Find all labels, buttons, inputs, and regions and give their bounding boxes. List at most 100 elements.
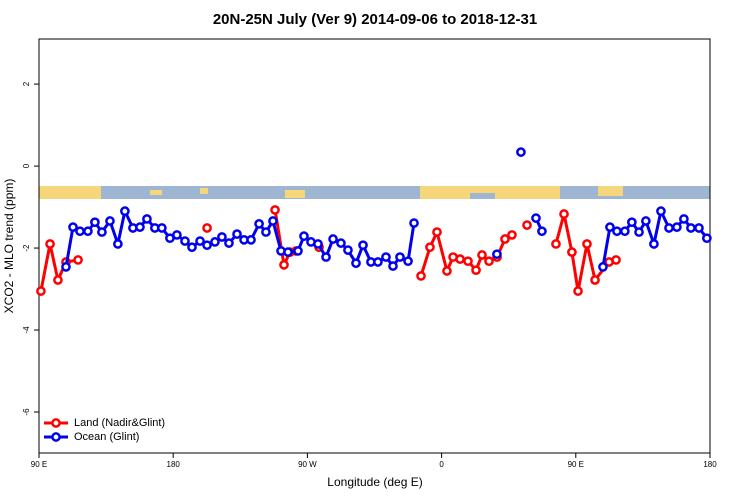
data-point — [73, 255, 83, 265]
data-point — [409, 218, 419, 228]
data-point — [202, 240, 212, 251]
data-point — [641, 216, 651, 226]
data-point — [36, 286, 46, 296]
data-point — [202, 223, 212, 233]
y-tick-label: -2 — [22, 244, 31, 252]
data-point — [299, 231, 309, 242]
data-point — [573, 286, 583, 296]
legend-label: Land (Nadir&Glint) — [74, 417, 165, 429]
data-point — [293, 246, 303, 256]
data-point — [283, 247, 293, 257]
data-point — [656, 206, 666, 217]
data-point — [328, 234, 338, 244]
data-point — [432, 227, 442, 237]
data-point — [83, 226, 93, 237]
data-point — [270, 205, 280, 215]
data-point — [612, 226, 622, 237]
data-point — [351, 258, 361, 269]
data-point — [582, 239, 592, 249]
y-tick-label: -4 — [22, 326, 31, 334]
data-point — [537, 226, 547, 237]
data-point — [97, 227, 107, 237]
map-strip — [39, 186, 710, 199]
y-tick-label: -6 — [22, 408, 31, 416]
data-point — [551, 239, 561, 249]
data-point — [195, 236, 205, 246]
data-point — [224, 238, 234, 248]
data-point — [187, 242, 197, 253]
data-point — [702, 233, 712, 244]
x-tick-label: 180 — [703, 460, 717, 469]
data-point — [113, 239, 123, 249]
data-point — [559, 209, 569, 219]
data-point — [45, 239, 55, 249]
y-tick-label: 2 — [22, 81, 31, 86]
data-point — [598, 262, 608, 272]
data-point — [268, 216, 278, 226]
data-point — [172, 230, 182, 240]
data-point — [105, 216, 115, 226]
data-point — [477, 250, 487, 260]
legend-marker — [51, 432, 61, 442]
data-point — [686, 223, 696, 233]
data-point — [388, 261, 398, 271]
data-point — [463, 256, 473, 267]
data-point — [180, 236, 190, 246]
data-point — [210, 237, 220, 247]
x-tick-label: 0 — [439, 460, 444, 469]
data-point — [620, 226, 630, 237]
data-point — [403, 256, 413, 267]
data-point — [455, 254, 465, 264]
x-tick-label: 90 W — [298, 460, 317, 469]
data-point — [416, 271, 426, 281]
data-point — [492, 249, 502, 260]
data-point — [373, 257, 383, 267]
data-point — [217, 232, 227, 242]
data-point — [425, 242, 435, 253]
data-point — [358, 240, 368, 251]
data-point — [61, 262, 71, 272]
data-point — [627, 217, 637, 228]
data-point — [313, 239, 323, 249]
data-point — [343, 245, 353, 255]
data-point — [135, 222, 145, 232]
y-tick-label: 0 — [22, 163, 31, 168]
data-point — [500, 234, 510, 244]
data-point — [516, 147, 526, 157]
legend-label: Ocean (Glint) — [74, 431, 139, 443]
data-point — [567, 247, 577, 257]
data-point — [395, 252, 405, 262]
data-point — [522, 220, 532, 230]
data-point — [442, 266, 452, 276]
data-point — [679, 214, 689, 224]
x-tick-label: 90 E — [568, 460, 584, 469]
data-point — [232, 229, 242, 239]
data-point — [75, 226, 85, 237]
data-point — [664, 223, 674, 233]
data-point — [336, 238, 346, 248]
data-point — [261, 227, 271, 237]
data-point — [471, 265, 481, 276]
data-point — [672, 222, 682, 232]
data-point — [157, 223, 167, 233]
x-tick-label: 90 E — [31, 460, 47, 469]
data-point — [605, 222, 615, 232]
x-tick-label: 180 — [167, 460, 181, 469]
data-point — [90, 217, 100, 228]
data-point — [142, 214, 152, 224]
data-point — [381, 252, 391, 262]
data-point — [246, 235, 256, 245]
data-point — [531, 213, 541, 223]
data-point — [649, 239, 659, 249]
data-point — [507, 230, 517, 240]
legend-marker — [51, 418, 61, 428]
data-point — [590, 275, 600, 285]
data-point — [694, 223, 704, 233]
data-point — [279, 260, 289, 270]
x-axis-label: Longitude (deg E) — [327, 475, 422, 489]
data-point — [254, 219, 264, 229]
data-point — [611, 255, 621, 265]
data-point — [321, 252, 331, 262]
data-point — [68, 222, 78, 232]
